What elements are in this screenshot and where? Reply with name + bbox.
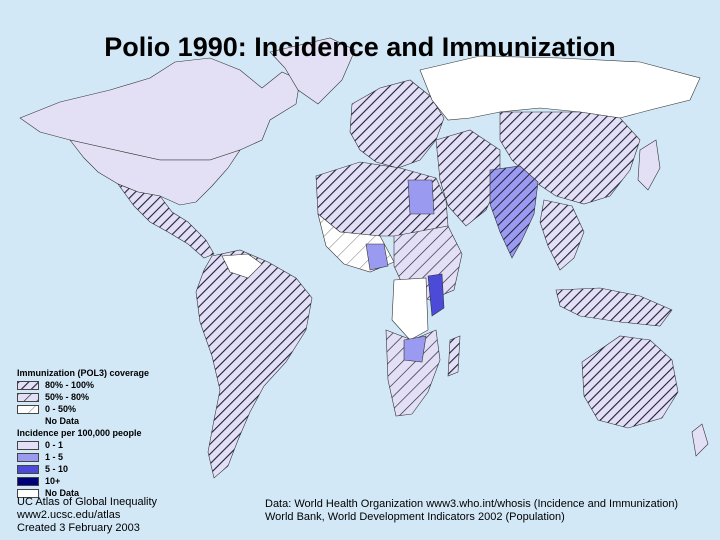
legend-item-immunization-nodata: No Data bbox=[17, 415, 149, 427]
legend-item-incidence: 10+ bbox=[17, 475, 149, 487]
region-egypt bbox=[407, 179, 435, 215]
swatch-incidence-5-10 bbox=[17, 464, 39, 474]
region-russia bbox=[419, 55, 701, 121]
swatch-incidence-0-1 bbox=[17, 440, 39, 450]
credit-line: Created 3 February 2003 bbox=[17, 522, 140, 534]
swatch-medium-hatch bbox=[17, 392, 39, 402]
legend-label: No Data bbox=[45, 488, 80, 498]
legend-item-immunization-high: 80% - 100% bbox=[17, 379, 149, 391]
legend-label: No Data bbox=[45, 416, 80, 426]
region-europe bbox=[349, 79, 445, 169]
region-new-zealand bbox=[691, 423, 709, 457]
region-mozambique bbox=[403, 335, 427, 363]
region-madagascar bbox=[447, 335, 461, 377]
region-greenland bbox=[269, 37, 356, 105]
region-canada bbox=[19, 57, 301, 161]
region-venezuela-nodata bbox=[221, 253, 263, 279]
legend-label: 1 - 5 bbox=[45, 452, 64, 462]
legend-item-incidence: No Data bbox=[17, 487, 149, 499]
legend-label: 80% - 100% bbox=[45, 380, 95, 390]
region-nigeria bbox=[365, 243, 389, 271]
legend-item-incidence: 1 - 5 bbox=[17, 451, 149, 463]
swatch-incidence-1-5 bbox=[17, 452, 39, 462]
region-south-america bbox=[195, 249, 313, 479]
credit-line: Data: World Health Organization www3.who… bbox=[265, 498, 679, 510]
legend: Immunization (POL3) coverage 80% - 100% … bbox=[17, 367, 149, 499]
legend-item-incidence: 5 - 10 bbox=[17, 463, 149, 475]
region-indonesia bbox=[555, 287, 673, 327]
swatch-none bbox=[17, 416, 39, 426]
region-congo-nodata bbox=[391, 277, 429, 341]
region-usa bbox=[69, 139, 241, 206]
region-east-africa bbox=[427, 273, 445, 317]
credit-line: www2.ucsc.edu/atlas bbox=[17, 509, 121, 521]
region-australia bbox=[581, 335, 679, 429]
credits-left: UC Atlas of Global Inequality www2.ucsc.… bbox=[17, 496, 157, 535]
region-southern-africa bbox=[385, 329, 441, 417]
credit-line: UC Atlas of Global Inequality bbox=[17, 496, 158, 508]
swatch-incidence-10-plus bbox=[17, 476, 39, 486]
legend-label: 50% - 80% bbox=[45, 392, 90, 402]
legend-item-immunization-mid: 50% - 80% bbox=[17, 391, 149, 403]
legend-item-incidence: 0 - 1 bbox=[17, 439, 149, 451]
swatch-sparse-hatch bbox=[17, 404, 39, 414]
credit-line: World Bank, World Development Indicators… bbox=[265, 511, 565, 523]
legend-immunization-title: Immunization (POL3) coverage bbox=[17, 368, 150, 378]
legend-label: 0 - 50% bbox=[45, 404, 77, 414]
region-southeast-asia bbox=[539, 199, 585, 271]
swatch-dense-hatch bbox=[17, 380, 39, 390]
legend-incidence-title: Incidence per 100,000 people bbox=[17, 428, 142, 438]
swatch-incidence-nodata bbox=[17, 488, 39, 498]
legend-item-immunization-low: 0 - 50% bbox=[17, 403, 149, 415]
legend-label: 10+ bbox=[45, 476, 61, 486]
page-title: Polio 1990: Incidence and Immunization bbox=[104, 32, 616, 62]
region-middle-east bbox=[435, 129, 501, 227]
legend-label: 0 - 1 bbox=[45, 440, 64, 450]
region-japan bbox=[637, 139, 661, 191]
region-india bbox=[489, 165, 539, 259]
region-mexico-central-america bbox=[117, 183, 215, 259]
legend-label: 5 - 10 bbox=[45, 464, 69, 474]
credits-right: Data: World Health Organization www3.who… bbox=[265, 498, 678, 524]
